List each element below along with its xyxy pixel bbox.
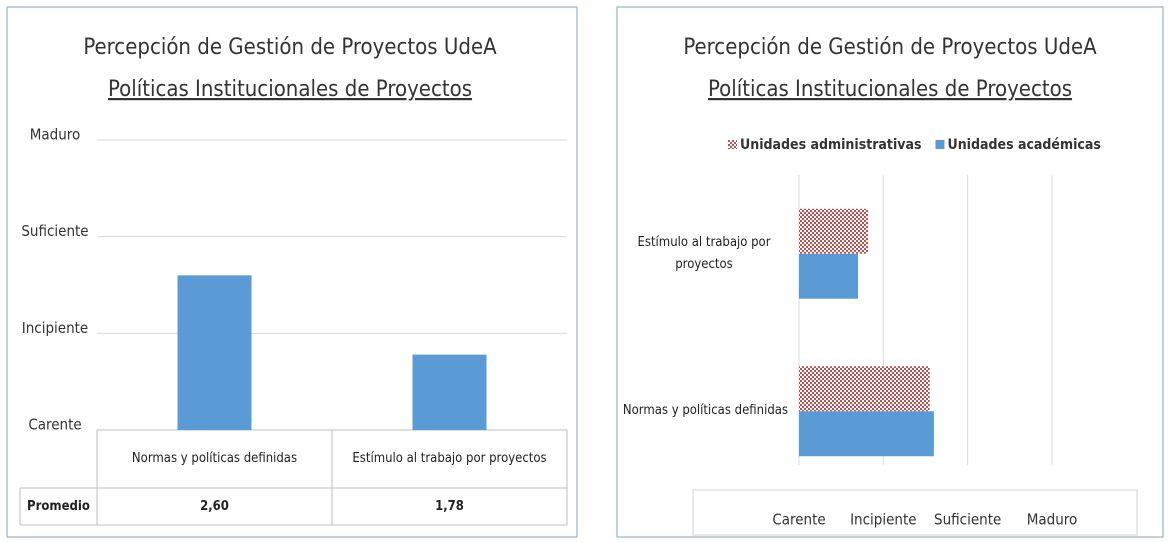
bar <box>177 275 252 430</box>
x-tick-label-box: Normas y políticas definidas <box>131 451 298 467</box>
y-tick-label: Carente <box>28 416 81 434</box>
bar <box>412 354 487 430</box>
legend-swatch <box>935 140 945 149</box>
x-tick-label: Suficiente <box>934 511 1001 529</box>
x-tick-label: Maduro <box>1027 511 1078 529</box>
y-tick-label: Incipiente <box>22 319 88 337</box>
table-value-box: 2,60 <box>200 498 229 514</box>
x-tick-label: Estímulo al trabajo por proyectos <box>352 451 547 467</box>
bar <box>799 366 930 412</box>
legend-label: Unidades académicas <box>947 137 1100 153</box>
table-value: 1,78 <box>435 498 464 514</box>
x-tick-label-box: Estímulo al trabajo por proyectos <box>352 451 547 467</box>
x-tick-label: Normas y políticas definidas <box>131 451 298 467</box>
chart-subtitle: Políticas Institucionales de Proyectos <box>108 77 472 102</box>
table-value-box: 1,78 <box>435 498 464 514</box>
y-tick-label: Estímulo al trabajo por proyectos <box>637 234 771 272</box>
y-tick-label: Maduro <box>30 126 81 144</box>
x-tick-label: Incipiente <box>850 511 916 529</box>
bar <box>799 253 859 299</box>
y-tick-label: Normas y políticas definidas <box>622 403 788 419</box>
chart-subtitle: Políticas Institucionales de Proyectos <box>708 77 1072 102</box>
axis-box <box>692 489 1138 536</box>
table-row-label: Promedio <box>27 498 90 514</box>
bar <box>799 208 869 254</box>
chart-title: Percepción de Gestión de Proyectos UdeA <box>683 35 1097 60</box>
y-tick-label-box: Estímulo al trabajo por proyectos <box>637 234 771 272</box>
bar <box>799 411 934 457</box>
chart-frame <box>6 6 578 538</box>
legend-swatch <box>728 140 737 149</box>
chart-title: Percepción de Gestión de Proyectos UdeA <box>83 35 497 60</box>
table-value: 2,60 <box>200 498 229 514</box>
table-row-label-box: Promedio <box>27 498 90 514</box>
y-tick-label-box: Normas y políticas definidas <box>622 403 788 419</box>
y-tick-label: Suficiente <box>21 222 88 240</box>
x-tick-label: Carente <box>772 511 825 529</box>
legend-label: Unidades administrativas <box>740 137 921 153</box>
